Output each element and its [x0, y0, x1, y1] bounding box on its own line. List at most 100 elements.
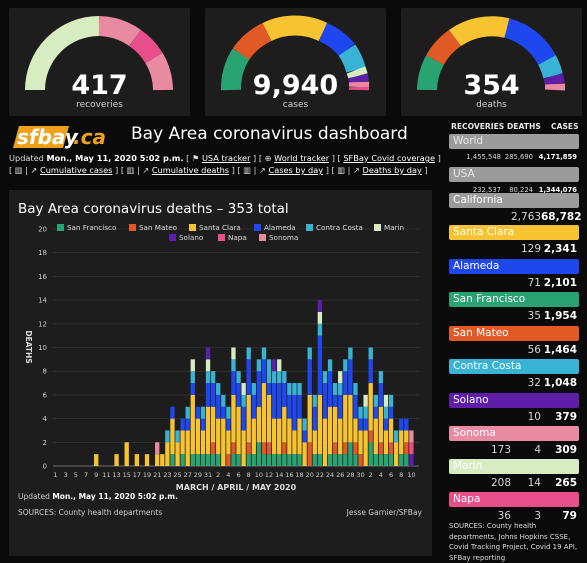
- bar-segment: [200, 418, 206, 431]
- bar-segment: [302, 430, 307, 443]
- bar-segment: [317, 454, 323, 466]
- bar-segment: [246, 454, 251, 466]
- flag-icon: ⚑: [191, 153, 200, 163]
- region-deaths: 35: [527, 310, 541, 322]
- bar-segment: [332, 383, 338, 395]
- x-tick-label: 19: [143, 471, 151, 479]
- region-name: San Francisco: [449, 292, 579, 307]
- bar-segment: [343, 454, 348, 466]
- bar-segment: [236, 371, 241, 384]
- legend-swatch: [169, 234, 176, 241]
- x-tick-label: 24: [326, 471, 334, 479]
- bar-segment: [327, 454, 333, 466]
- x-tick-label: 2: [369, 471, 373, 479]
- bar-segment: [231, 371, 236, 395]
- bar-segment: [368, 383, 373, 431]
- bar-segment: [271, 383, 277, 419]
- bar-segment: [210, 442, 216, 455]
- region-name: Marin: [449, 459, 579, 474]
- deaths-by-day-link[interactable]: Deaths by day: [362, 165, 422, 175]
- globe-icon: ⊕: [264, 153, 272, 163]
- bar-segment: [399, 418, 404, 431]
- bar-segment: [210, 383, 216, 407]
- bar-segment: [348, 394, 353, 443]
- bar-segment: [246, 442, 251, 455]
- bar-segment: [409, 454, 414, 466]
- chart-icon: ↗: [259, 165, 266, 175]
- chart-updated-prefix: Updated: [18, 492, 50, 501]
- chart-updated-date: Mon., May 11, 2020 5:02 p.m.: [52, 492, 178, 501]
- bar-segment: [205, 359, 211, 372]
- y-tick-label: 18: [38, 249, 47, 257]
- bar-segment: [205, 406, 211, 455]
- bar-segment: [358, 418, 363, 431]
- bar-segment: [332, 406, 338, 443]
- cases-count: 9,940: [252, 70, 339, 101]
- y-tick-label: 14: [38, 297, 47, 305]
- bar-segment: [338, 371, 343, 384]
- world-tracker-link[interactable]: World tracker: [274, 153, 330, 163]
- x-tick-label: 30: [356, 471, 364, 479]
- table-sources: SOURCES: County health departments, John…: [449, 522, 578, 562]
- recoveries-gauge: 417 recoveries: [9, 8, 190, 116]
- bar-segment: [221, 406, 226, 419]
- x-tick-label: 6: [389, 471, 393, 479]
- bar-segment: [251, 418, 256, 455]
- bar-segment: [312, 406, 317, 431]
- region-name: Santa Clara: [449, 225, 579, 240]
- bar-segment: [170, 418, 175, 455]
- bar-segment: [378, 371, 384, 384]
- chart-title: Bay Area coronavirus deaths – 353 total: [18, 201, 289, 217]
- bar-segment: [231, 359, 236, 372]
- legend-swatch: [306, 224, 313, 231]
- bar-segment: [353, 454, 358, 466]
- y-tick-label: 6: [43, 391, 48, 399]
- sfbay-coverage-link[interactable]: SFBay Covid coverage: [343, 153, 435, 163]
- region-cases: 1,048: [543, 377, 577, 389]
- legend-swatch: [218, 234, 225, 241]
- cases-gauge-arc: [221, 15, 370, 91]
- bar-segment: [226, 430, 231, 455]
- bar-segment: [368, 359, 373, 384]
- chart-sources: SOURCES: County health departments: [18, 508, 163, 517]
- bar-segment: [353, 394, 358, 419]
- legend-swatch: [374, 224, 381, 231]
- bar-segment: [393, 442, 399, 466]
- cumulative-deaths-link[interactable]: Cumulative deaths: [151, 165, 230, 175]
- bar-segment: [332, 394, 338, 407]
- bar-segment: [190, 371, 195, 384]
- bar-segment: [221, 394, 226, 407]
- bar-segment: [332, 454, 338, 466]
- bar-segment: [388, 418, 394, 443]
- chart-icon: ↗: [142, 165, 150, 175]
- bar-segment: [287, 454, 292, 466]
- bar-segment: [302, 418, 307, 431]
- cumulative-cases-link[interactable]: Cumulative cases: [40, 165, 113, 175]
- bar-segment: [383, 406, 389, 419]
- region-deaths: 32: [527, 377, 541, 389]
- bar-segment: [185, 406, 190, 419]
- cases-by-day-link[interactable]: Cases by day: [268, 165, 324, 175]
- region-row: California 2,76368,782: [449, 193, 582, 223]
- usa-tracker-link[interactable]: USA tracker: [201, 153, 251, 163]
- y-tick-label: 10: [38, 344, 47, 352]
- bar-segment: [348, 442, 353, 466]
- chart-credit: Jesse Garnier/SFBay: [346, 508, 422, 517]
- bar-segment: [358, 430, 363, 455]
- sfbay-logo[interactable]: sfbay .ca: [9, 122, 125, 152]
- bar-segment: [409, 430, 414, 443]
- x-tick-label: 10: [407, 471, 415, 479]
- bar-segment: [348, 359, 353, 395]
- region-deaths: 4: [534, 444, 541, 456]
- recoveries-label: recoveries: [76, 100, 123, 110]
- bar-segment: [388, 454, 394, 466]
- bar-segment: [231, 454, 236, 466]
- x-tick-label: 12: [265, 471, 273, 479]
- x-tick-label: 28: [346, 471, 354, 479]
- bar-segment: [368, 430, 373, 443]
- region-row: Contra Costa 32 1,048: [449, 359, 579, 389]
- bar-segment: [124, 442, 129, 466]
- bar-segment: [216, 383, 221, 395]
- region-recoveries: 173: [490, 444, 511, 456]
- legend-label: Napa: [228, 233, 247, 242]
